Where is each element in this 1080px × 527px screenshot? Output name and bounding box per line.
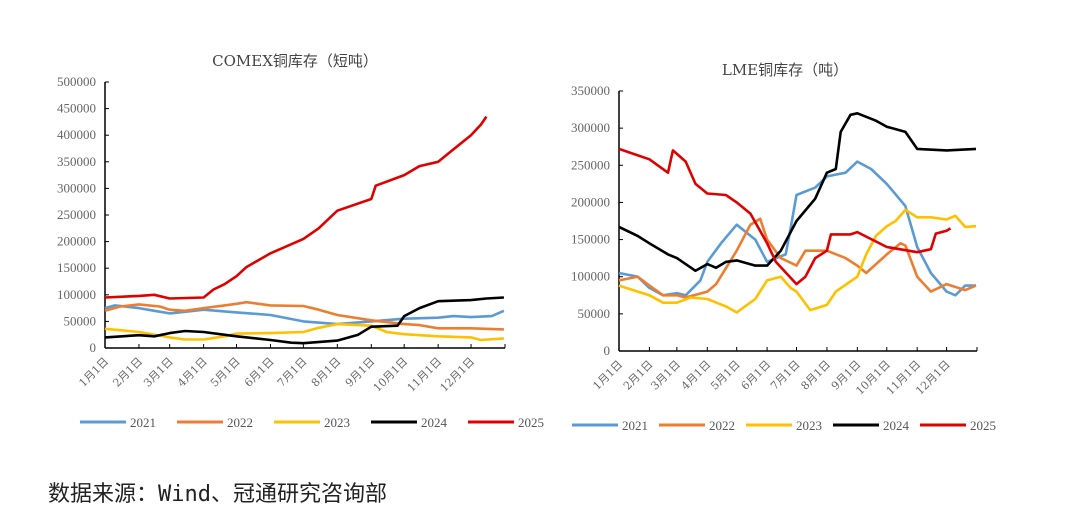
series-line-2022	[104, 300, 504, 331]
series-line-2024	[618, 112, 977, 273]
chart-title: LME铜库存（吨）	[722, 61, 848, 79]
legend-label-2024: 2024	[421, 415, 448, 430]
x-tick-label: 6月1日	[739, 358, 774, 393]
x-tick-label: 2月1日	[621, 358, 656, 393]
legend-label-2025: 2025	[518, 415, 544, 430]
y-tick-label: 100000	[57, 287, 96, 302]
legend-label-2021: 2021	[622, 418, 648, 433]
legend-label-2025: 2025	[970, 418, 996, 433]
y-tick-label: 200000	[571, 194, 610, 209]
y-tick-label: 350000	[57, 154, 96, 169]
y-tick-label: 100000	[571, 269, 610, 284]
series-line-2021	[104, 304, 505, 326]
x-tick-label: 7月1日	[768, 358, 803, 393]
series-line-2022	[618, 217, 977, 299]
legend-label-2023: 2023	[324, 415, 350, 430]
x-tick-label: 6月1日	[242, 355, 277, 390]
series-line-2025	[618, 147, 952, 286]
series-line-2021	[618, 160, 976, 297]
x-tick-label: 12月1日	[438, 355, 478, 395]
y-tick-label: 300000	[571, 120, 610, 135]
x-tick-label: 1月1日	[590, 358, 625, 393]
y-tick-label: 150000	[571, 232, 610, 247]
legend-label-2023: 2023	[796, 418, 822, 433]
y-tick-label: 400000	[57, 127, 96, 142]
y-tick-label: 350000	[571, 83, 610, 98]
y-tick-label: 250000	[57, 207, 96, 222]
legend-label-2024: 2024	[883, 418, 910, 433]
chart-1: COMEX铜库存（短吨） 0 50000 100000 150000 200000 2500…	[57, 52, 544, 430]
x-tick-label: 4月1日	[175, 355, 210, 390]
charts-canvas: COMEX铜库存（短吨） 0 50000 100000 150000 200000 2500…	[57, 52, 996, 433]
x-tick-label: 10月1日	[371, 355, 411, 395]
y-tick-label: 50000	[64, 313, 97, 328]
y-tick-label: 250000	[571, 157, 610, 172]
y-tick-label: 50000	[578, 306, 611, 321]
y-tick-label: 450000	[57, 101, 96, 116]
x-tick-label: 3月1日	[648, 358, 683, 393]
legend-label-2021: 2021	[130, 415, 156, 430]
legend-label-2022: 2022	[709, 418, 735, 433]
source-note: 数据来源：Wind、冠通研究咨询部	[48, 482, 387, 507]
chart-2: LME铜库存（吨） 0 50000 100000 150000 200000 250000 3…	[571, 61, 996, 433]
x-tick-label: 2月1日	[110, 355, 145, 390]
y-tick-label: 0	[90, 340, 97, 355]
x-tick-label: 11月1日	[405, 355, 445, 395]
x-tick-label: 4月1日	[679, 358, 714, 393]
legend-label-2022: 2022	[227, 415, 253, 430]
x-tick-label: 1月1日	[76, 355, 111, 390]
x-tick-label: 3月1日	[141, 355, 176, 390]
y-tick-label: 500000	[57, 74, 96, 89]
y-tick-label: 150000	[57, 260, 96, 275]
y-tick-label: 0	[604, 343, 611, 358]
x-tick-label: 8月1日	[798, 358, 833, 393]
x-tick-label: 7月1日	[275, 355, 310, 390]
series-line-2023	[104, 322, 504, 342]
chart-title: COMEX铜库存（短吨）	[212, 52, 378, 70]
x-tick-label: 5月1日	[708, 358, 743, 393]
y-tick-label: 300000	[57, 180, 96, 195]
y-tick-label: 200000	[57, 234, 96, 249]
series-line-2024	[104, 296, 504, 345]
series-line-2023	[618, 208, 977, 314]
x-tick-label: 5月1日	[208, 355, 243, 390]
x-tick-label: 8月1日	[309, 355, 344, 390]
series-line-2025	[104, 115, 488, 300]
